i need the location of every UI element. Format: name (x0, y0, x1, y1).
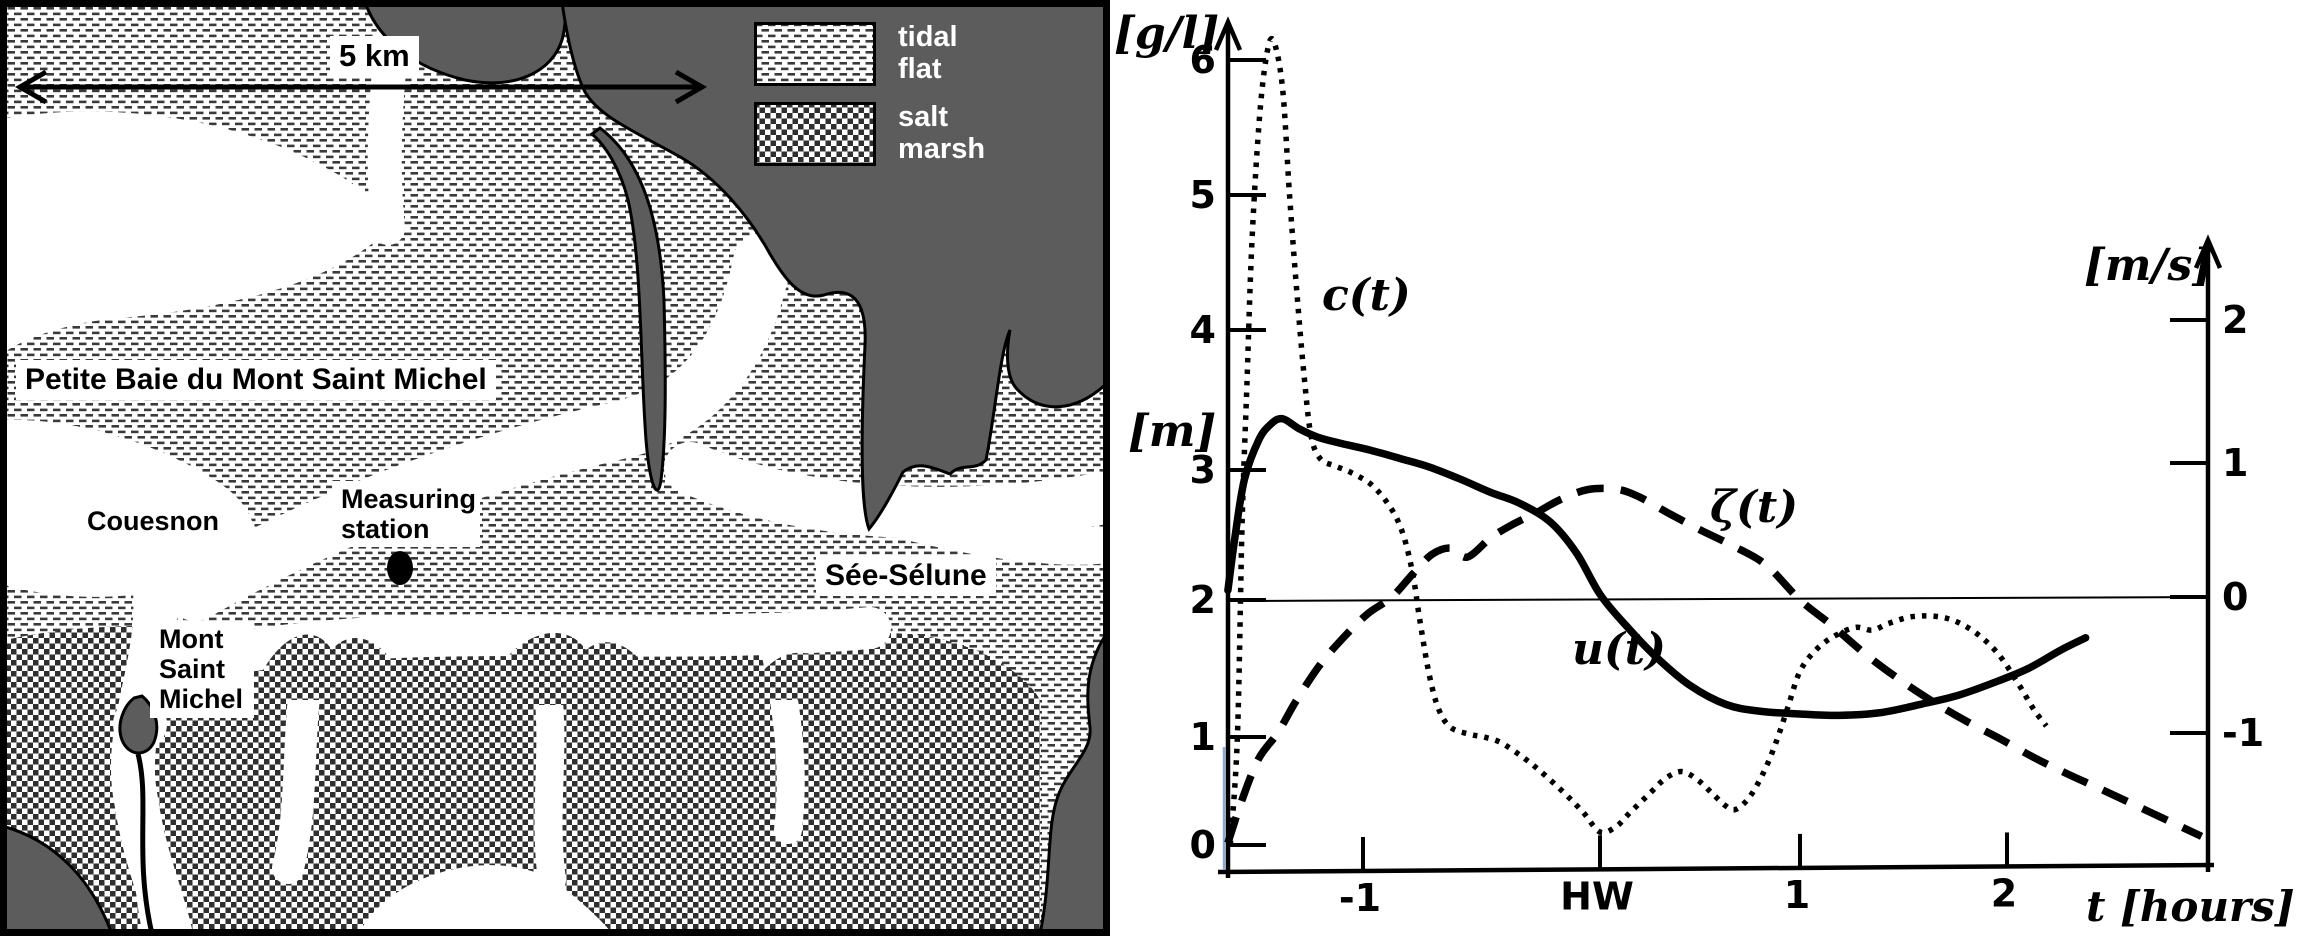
x-tick-label-2: 2 (1991, 871, 2017, 915)
curve-2-solid (1224, 414, 2090, 720)
channel-central-swath (166, 233, 791, 621)
right-tick-label-1: 1 (2222, 441, 2248, 485)
couesnon-label: Couesnon (78, 503, 228, 540)
causeway (135, 753, 155, 935)
x-axis (1217, 862, 2215, 875)
channel-upper-left (5, 111, 387, 352)
marsh-hump-3 (745, 652, 880, 700)
left-axis-arrow-icon (1213, 16, 1243, 51)
map-art (0, 0, 1110, 936)
curve-label-c: c(t) (1322, 270, 1411, 321)
x-axis-label: t [hours] (2086, 882, 2295, 931)
land-masses (0, 0, 1107, 936)
measuring-station-line1: Measuring (341, 484, 477, 514)
legend-row-tidal-flat: tidal flat (754, 21, 1084, 86)
mont-saint-michel-label: Mont Saint Michel (150, 621, 254, 718)
land-southeast (1038, 630, 1107, 936)
salt-marsh-swatch-icon (754, 102, 876, 166)
mont-line3: Michel (159, 684, 244, 715)
legend-label-tidal-flat: tidal flat (898, 21, 958, 85)
curve-0-dotted (1227, 35, 2049, 846)
curve-1-dashed (1224, 484, 2204, 845)
left-tick-label-2: 2 (1190, 578, 1216, 622)
measuring-station-line2: station (341, 514, 430, 545)
bay-label: Petite Baie du Mont Saint Michel (16, 360, 496, 400)
mont-line2: Saint (159, 654, 226, 685)
left-tick-label-1: 1 (1190, 715, 1216, 759)
curve-label-zeta: ζ(t) (1710, 482, 1798, 533)
map-panel: 5 km Petite Baie du Mont Saint Michel Co… (0, 0, 1110, 936)
left-tick-label-0: 0 (1190, 823, 1216, 867)
right-tick-label-0: 0 (2222, 575, 2248, 619)
left-tick-label-4: 4 (1190, 308, 1216, 352)
left-tick-label-3: 3 (1190, 448, 1216, 492)
scale-label: 5 km (330, 36, 419, 77)
scale-arrowhead-right-icon (674, 69, 708, 105)
right-tick-label-2: 2 (2222, 298, 2248, 342)
right-tick-label--1: -1 (2222, 711, 2264, 755)
map-legend: tidal flat salt marsh (754, 21, 1084, 182)
right-axis-arrow-icon (2193, 234, 2223, 269)
left-tick-label-6: 6 (1190, 38, 1216, 82)
scale-bar (14, 69, 708, 105)
land-tongue (589, 126, 667, 492)
marsh-hump-1 (250, 634, 406, 700)
salt-marsh-humps (250, 632, 880, 705)
measuring-station-dot (387, 551, 413, 585)
marsh-pocket (360, 865, 610, 931)
see-selune-label: Sée-Sélune (816, 556, 996, 596)
legend-row-salt-marsh: salt marsh (754, 101, 1084, 166)
chart-plot-area: 0 1 2 3 4 5 6 2 1 0 -1 -1 HW 1 2 (1190, 35, 2264, 920)
chart-panel: [g/l] [m] [m/s] t [hours] c(t) ζ(t) u(t)… (1110, 0, 2300, 936)
channel-see-selune-2 (882, 502, 1110, 565)
land-east (560, 0, 1107, 532)
map-frame (0, 0, 1110, 936)
chart: [g/l] [m] [m/s] t [hours] c(t) ζ(t) u(t)… (1114, 8, 2295, 931)
left-axis-secondary-unit-label: [m] (1128, 406, 1216, 457)
measuring-station-label: Measuring station (332, 481, 480, 548)
legend-label-salt-marsh: salt marsh (898, 101, 986, 165)
x-tick-label-1: 1 (1784, 873, 1810, 917)
zero-line (1227, 596, 2209, 602)
left-tick-label-5: 5 (1190, 173, 1216, 217)
scale-arrowhead-left-icon (14, 69, 48, 105)
marsh-hump-2 (480, 632, 660, 705)
right-axis-unit-label: [m/s] (2084, 240, 2213, 291)
tidal-flat-swatch-icon (754, 22, 876, 86)
mont-line1: Mont (159, 624, 224, 654)
x-tick-label-HW: HW (1560, 874, 1634, 918)
x-tick-label--1: -1 (1339, 876, 1381, 920)
left-axis-unit-label: [g/l] (1114, 8, 1219, 59)
